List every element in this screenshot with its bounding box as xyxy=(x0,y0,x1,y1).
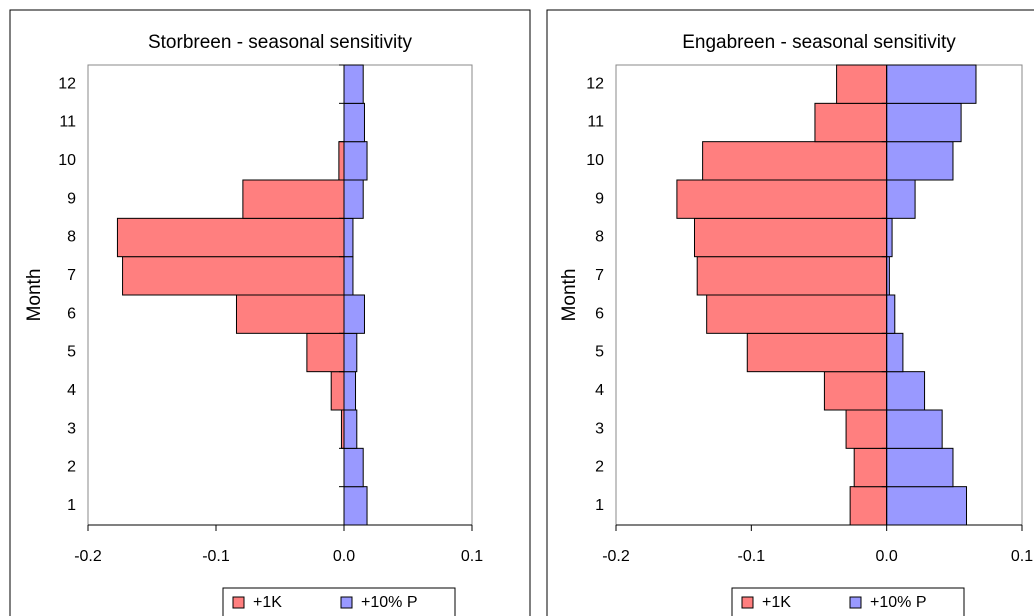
x-tick-label: -0.2 xyxy=(74,548,102,565)
bar xyxy=(886,217,893,258)
y-tick-label: 3 xyxy=(595,420,604,437)
x-tick-label: -0.2 xyxy=(602,548,630,565)
y-tick-label: 7 xyxy=(595,267,604,284)
legend-label: +1K xyxy=(762,594,791,611)
bar xyxy=(886,409,943,449)
legend-label: +10% P xyxy=(361,594,417,611)
y-tick-label: 5 xyxy=(595,344,604,361)
bar xyxy=(696,256,888,296)
bar xyxy=(886,332,904,373)
legend-label: +10% P xyxy=(870,594,926,611)
bar xyxy=(886,179,916,219)
bar xyxy=(343,217,354,258)
y-tick-label: 11 xyxy=(59,114,76,131)
y-tick-label: 10 xyxy=(586,152,604,169)
y-tick-label: 4 xyxy=(67,382,76,399)
bar xyxy=(338,141,345,181)
bar xyxy=(343,141,368,181)
bar xyxy=(886,64,977,104)
x-tick-label: 0.0 xyxy=(333,548,355,565)
y-tick-label: 9 xyxy=(67,190,76,207)
chart: Storbreen - seasonal sensitivityMonth123… xyxy=(9,9,531,616)
bar xyxy=(343,256,354,296)
bar xyxy=(823,371,888,411)
x-tick-label: 0.1 xyxy=(1011,548,1033,565)
bar xyxy=(746,332,888,373)
y-tick-label: 7 xyxy=(67,267,76,284)
y-axis-title: Month xyxy=(24,269,45,322)
bar xyxy=(886,486,968,526)
bar xyxy=(343,371,357,411)
bar xyxy=(330,371,345,411)
bar xyxy=(242,179,345,219)
legend-swatch xyxy=(340,596,353,609)
bar xyxy=(343,409,358,449)
bar xyxy=(845,409,888,449)
bar xyxy=(343,332,358,373)
chart-title: Engabreen - seasonal sensitivity xyxy=(682,32,956,53)
bar xyxy=(116,217,345,258)
chart-title: Storbreen - seasonal sensitivity xyxy=(148,32,413,53)
bar xyxy=(122,256,345,296)
bar xyxy=(886,102,962,143)
bar xyxy=(886,371,926,411)
chart: Engabreen - seasonal sensitivityMonth123… xyxy=(546,9,1034,616)
bar xyxy=(676,179,888,219)
bar xyxy=(306,332,345,373)
bar xyxy=(343,102,365,143)
y-tick-label: 1 xyxy=(67,497,76,514)
y-tick-label: 3 xyxy=(67,420,76,437)
bar xyxy=(343,447,364,488)
y-axis-title: Month xyxy=(559,269,580,322)
y-tick-label: 10 xyxy=(58,152,76,169)
y-tick-label: 2 xyxy=(595,459,604,476)
x-tick-label: 0.1 xyxy=(461,548,483,565)
legend-box xyxy=(731,587,965,616)
bar xyxy=(343,64,364,104)
y-tick-label: 1 xyxy=(595,497,604,514)
legend-swatch xyxy=(741,596,754,609)
x-tick-label: -0.1 xyxy=(202,548,230,565)
x-tick-label: -0.1 xyxy=(738,548,766,565)
bar xyxy=(886,447,954,488)
bar xyxy=(836,64,888,104)
y-tick-label: 5 xyxy=(67,344,76,361)
bar xyxy=(886,141,954,181)
legend-swatch xyxy=(232,596,245,609)
y-tick-label: 8 xyxy=(67,229,76,246)
y-tick-label: 8 xyxy=(595,229,604,246)
y-tick-label: 9 xyxy=(595,190,604,207)
bar xyxy=(693,217,888,258)
bar xyxy=(886,294,896,334)
bar xyxy=(702,141,888,181)
x-tick-label: 0.0 xyxy=(876,548,898,565)
bar xyxy=(343,486,368,526)
bar xyxy=(849,486,888,526)
y-tick-label: 6 xyxy=(67,305,76,322)
bar xyxy=(235,294,345,334)
bar xyxy=(706,294,888,334)
bar xyxy=(343,179,364,219)
bar xyxy=(814,102,888,143)
y-tick-label: 12 xyxy=(58,75,76,92)
y-tick-label: 2 xyxy=(67,459,76,476)
legend-label: +1K xyxy=(253,594,282,611)
legend-swatch xyxy=(849,596,862,609)
bar xyxy=(853,447,888,488)
bar xyxy=(343,294,365,334)
y-tick-label: 6 xyxy=(595,305,604,322)
legend-box xyxy=(222,587,456,616)
y-tick-label: 12 xyxy=(586,75,604,92)
y-tick-label: 11 xyxy=(587,114,604,131)
y-tick-label: 4 xyxy=(595,382,604,399)
